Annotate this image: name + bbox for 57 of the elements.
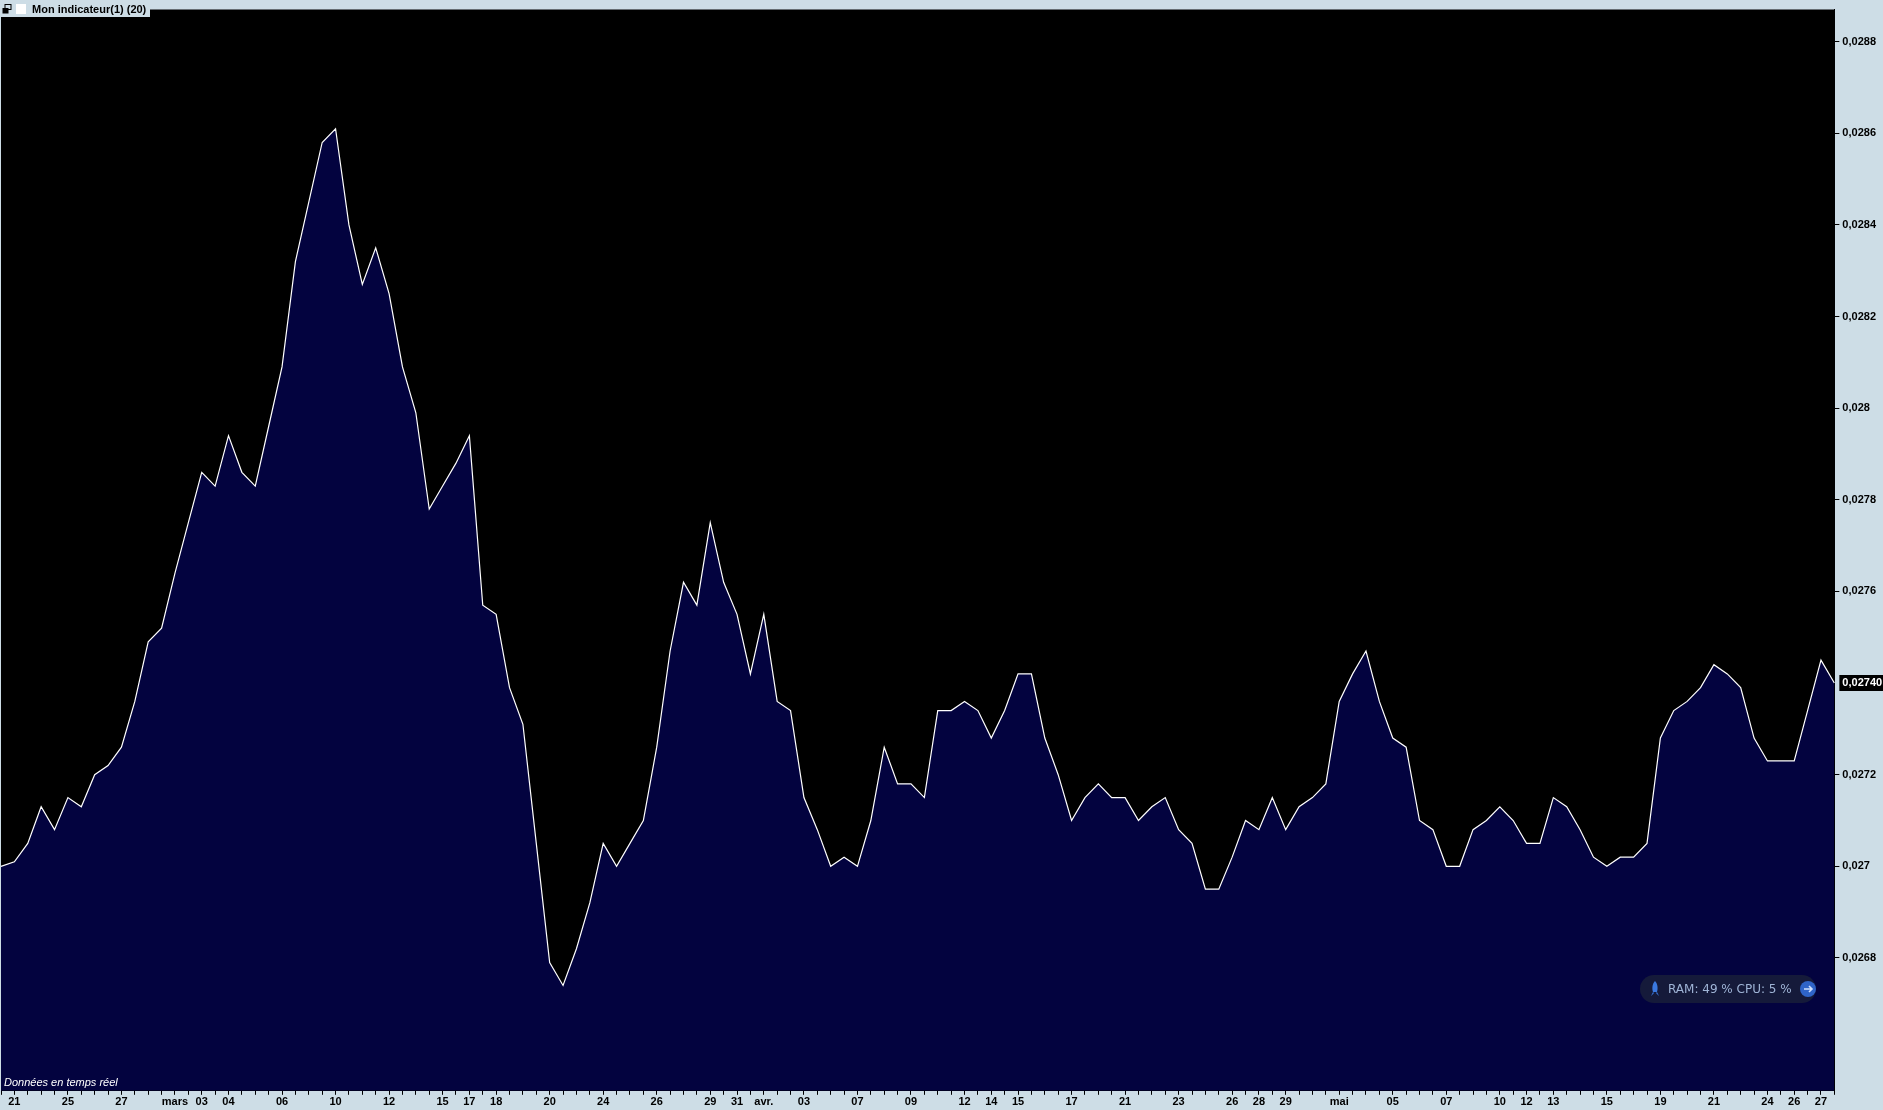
- x-tick-label: 15: [1600, 1095, 1613, 1108]
- y-tick-label: 0,0282: [1842, 309, 1877, 322]
- y-tick-label: 0,0276: [1842, 584, 1877, 597]
- y-tick-label: 0,0288: [1842, 34, 1877, 47]
- y-tick-label: 0,027: [1842, 859, 1870, 872]
- x-tick-label: 28: [1252, 1095, 1266, 1108]
- x-tick-label: 21: [1707, 1095, 1721, 1108]
- x-tick-label: 21: [8, 1095, 21, 1108]
- x-tick-label: 05: [1386, 1095, 1399, 1108]
- x-tick-label: 31: [730, 1095, 744, 1108]
- x-tick-label: 27: [1814, 1095, 1828, 1108]
- x-tick-label: 07: [1440, 1095, 1453, 1108]
- chart-title: Mon indicateur(1) (20): [32, 2, 147, 15]
- y-tick-label: 0,0272: [1842, 767, 1877, 780]
- y-tick-label: 0,0284: [1842, 217, 1877, 230]
- y-tick-label: 0,0286: [1842, 126, 1877, 139]
- text: 0,02740: [1842, 676, 1883, 689]
- status-panel: RAM: 49 % CPU: 5 %: [1640, 975, 1816, 1003]
- x-tick-label: mai: [1329, 1095, 1349, 1108]
- x-tick-label: 26: [1226, 1095, 1239, 1108]
- x-tick-label: 27: [115, 1095, 128, 1108]
- x-tick-label: 04: [222, 1095, 236, 1108]
- y-tick-label: 0,028: [1842, 401, 1870, 414]
- x-tick-label: 14: [985, 1095, 999, 1108]
- y-tick-label: 0,0278: [1842, 492, 1877, 505]
- x-tick-label: 15: [1011, 1095, 1025, 1108]
- x-tick-label: 23: [1172, 1095, 1185, 1108]
- x-tick-label: avr.: [754, 1095, 774, 1108]
- x-tick-label: 07: [851, 1095, 864, 1108]
- x-tick-label: 17: [1065, 1095, 1078, 1108]
- x-tick-label: 25: [61, 1095, 75, 1108]
- x-tick-label: 09: [904, 1095, 918, 1108]
- x-tick-label: 03: [195, 1095, 208, 1108]
- annotation: Données en temps réel: [4, 1076, 119, 1089]
- x-tick-label: 15: [436, 1095, 449, 1108]
- x-tick-label: 29: [704, 1095, 717, 1108]
- x-tick-label: 21: [1118, 1095, 1132, 1108]
- x-tick-label: 24: [597, 1095, 611, 1108]
- x-tick-label: 19: [1654, 1095, 1667, 1108]
- x-tick-label: 26: [1788, 1095, 1801, 1108]
- x-tick-label: 29: [1279, 1095, 1292, 1108]
- x-tick-label: 12: [382, 1095, 396, 1108]
- x-tick-label: 26: [650, 1095, 663, 1108]
- x-tick-label: 24: [1761, 1095, 1775, 1108]
- y-tick-label: 0,0268: [1842, 950, 1877, 963]
- x-tick-label: 10: [1493, 1095, 1506, 1108]
- x-tick-label: 03: [797, 1095, 811, 1108]
- x-tick-label: 12: [1520, 1095, 1533, 1108]
- x-tick-label: 17: [463, 1095, 476, 1108]
- x-tick-label: 10: [329, 1095, 342, 1108]
- annotation: RAM: 49 % CPU: 5 %: [1668, 982, 1792, 996]
- x-tick-label: mars: [161, 1095, 189, 1108]
- x-tick-label: 06: [275, 1095, 289, 1108]
- x-tick-label: 12: [958, 1095, 971, 1108]
- x-tick-label: 13: [1547, 1095, 1560, 1108]
- x-tick-label: 18: [490, 1095, 503, 1108]
- x-tick-label: 20: [543, 1095, 556, 1108]
